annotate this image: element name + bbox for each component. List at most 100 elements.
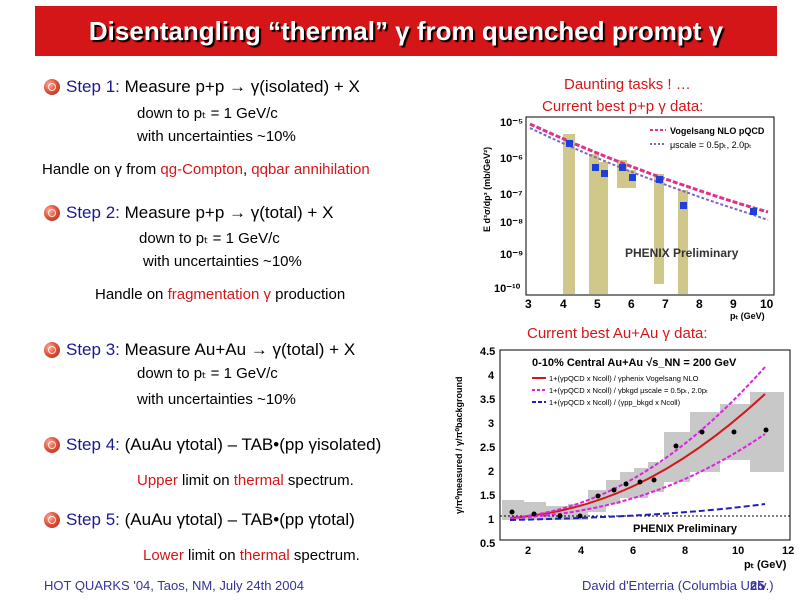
auau-ytick: 2 [488,466,494,478]
step1-label: Step 1: [66,77,120,96]
pp-syst-box [563,134,575,294]
pp-caption: Current best p+p γ data: [542,98,704,115]
handle1-line: Handle on γ from qg-Compton, qqbar annih… [42,161,370,178]
step5-line: Step 5: (AuAu γtotal) – TAB•(pp γtotal) [66,510,355,530]
pp-xtick: 7 [662,297,669,311]
step4-text: (AuAu γtotal) – TAB•(pp γisolated) [124,435,382,454]
pp-data-point [601,170,608,177]
step1-sub2: with uncertainties ~10% [137,128,296,145]
auau-legend2: 1+(γpQCD x Ncoll) / γbkgd μscale = 0.5pₜ… [549,386,708,395]
step3-text: Measure Au+Au → γ(total) + X [124,340,356,359]
footer-left: HOT QUARKS '04, Taos, NM, July 24th 2004 [44,578,304,593]
pp-syst-box [617,160,627,188]
pp-legend1: Vogelsang NLO pQCD [670,126,765,136]
step2-label: Step 2: [66,203,120,222]
auau-xlabel: pₜ (GeV) [744,559,787,571]
auau-watermark: PHENIX Preliminary [633,523,738,535]
bullet-icon [44,512,60,528]
pp-watermark: PHENIX Preliminary [625,246,739,260]
pp-data-point [566,140,573,147]
pp-plot: Vogelsang NLO pQCD μscale = 0.5pₜ, 2.0pₜ… [482,116,775,321]
pp-ytick: 10⁻⁹ [500,249,523,261]
page-number: 25 [750,578,765,593]
auau-xtick: 6 [630,545,636,557]
step2-sub1: down to pₜ = 1 GeV/c [139,230,280,247]
step5-note-end: spectrum. [289,547,360,564]
auau-xtick: 12 [782,545,794,557]
pp-xtick: 9 [730,297,737,311]
pp-xtick: 10 [760,297,774,311]
auau-caption: Current best Au+Au γ data: [527,325,708,342]
step4-note: Upper limit on thermal spectrum. [137,472,354,489]
pp-ytick: 10⁻⁵ [500,117,523,129]
bullet-icon [44,437,60,453]
pp-xtick: 6 [628,297,635,311]
pp-xtick: 8 [696,297,703,311]
step5-label: Step 5: [66,510,120,529]
title-bar: Disentangling “thermal” γ from quenched … [35,6,777,56]
slide-title: Disentangling “thermal” γ from quenched … [88,15,724,46]
step2-sub2: with uncertainties ~10% [143,253,302,270]
auau-ytick: 4.5 [480,346,495,358]
auau-ytick: 2.5 [480,442,495,454]
pp-syst-box [654,174,664,284]
auau-ytick: 1.5 [480,490,495,502]
step1-sub1: down to pₜ = 1 GeV/c [137,105,278,122]
pp-data-point [680,202,687,209]
step5-text: (AuAu γtotal) – TAB•(pp γtotal) [124,510,355,529]
step5-note: Lower limit on thermal spectrum. [143,547,360,564]
handle2-pre: Handle on [95,286,168,303]
auau-ytick: 4 [488,370,495,382]
pp-xtick: 5 [594,297,601,311]
pp-ytick: 10⁻⁸ [500,217,523,229]
auau-xtick: 2 [525,545,531,557]
step1-text: Measure p+p → γ(isolated) + X [124,77,360,96]
pp-ytick: 10⁻⁶ [500,153,523,165]
auau-scale-lower [509,433,766,519]
handle1-red2: qqbar annihilation [251,161,370,178]
handle1-red1: qg-Compton [160,161,243,178]
auau-xtick: 4 [578,545,585,557]
pp-ytick: 10⁻¹⁰ [494,283,521,295]
step4-line: Step 4: (AuAu γtotal) – TAB•(pp γisolate… [66,435,381,455]
step4-note-red: Upper [137,472,178,489]
auau-xtick: 10 [732,545,744,557]
pp-data-point [629,174,636,181]
auau-data-points [509,427,769,519]
pp-syst-box [589,154,599,294]
handle2-post: production [270,286,346,303]
bullet-icon [44,342,60,358]
auau-ylabel: γ/π⁰measured / γ/π⁰background [454,376,464,514]
step3-line: Step 3: Measure Au+Au → γ(total) + X [66,340,355,360]
pp-xtick: 4 [560,297,567,311]
step5-note-red: Lower [143,547,184,564]
step3-sub1: down to pₜ = 1 GeV/c [137,365,278,382]
auau-legend1: 1+(γpQCD x Ncoll) / γphenix Vogelsang NL… [549,374,699,383]
auau-ytick: 3.5 [480,394,495,406]
step4-note-end: spectrum. [283,472,354,489]
auau-ytick: 3 [488,418,494,430]
pp-legend2: μscale = 0.5pₜ, 2.0pₜ [670,140,752,150]
step5-note-rest: limit on [183,547,240,564]
auau-header: 0-10% Central Au+Au √s_NN = 200 GeV [532,357,737,369]
daunting-caption: Daunting tasks ! … [564,76,691,93]
step2-text: Measure p+p → γ(total) + X [124,203,334,222]
step2-line: Step 2: Measure p+p → γ(total) + X [66,203,333,223]
handle1-pre: Handle on γ from [42,161,161,178]
pp-syst-box [678,190,688,294]
step1-line: Step 1: Measure p+p → γ(isolated) + X [66,77,360,97]
pp-ylabel: E d³σ/dp³ (mb/GeV²) [482,147,492,232]
handle2-line: Handle on fragmentation γ production [95,286,345,303]
pp-data-point [592,164,599,171]
pp-data-point [656,176,663,183]
pp-xtick: 3 [525,297,532,311]
pp-ytick: 10⁻⁷ [500,189,523,201]
auau-ytick: 0.5 [480,538,495,550]
handle2-red1: fragmentation γ [167,286,271,303]
step5-note-red2: thermal [239,547,290,564]
bullet-icon [44,205,60,221]
pp-scale-curve [529,127,769,221]
pp-syst-box [596,162,608,294]
pp-xlabel: pₜ (GeV) [730,311,765,321]
step4-note-red2: thermal [233,472,284,489]
